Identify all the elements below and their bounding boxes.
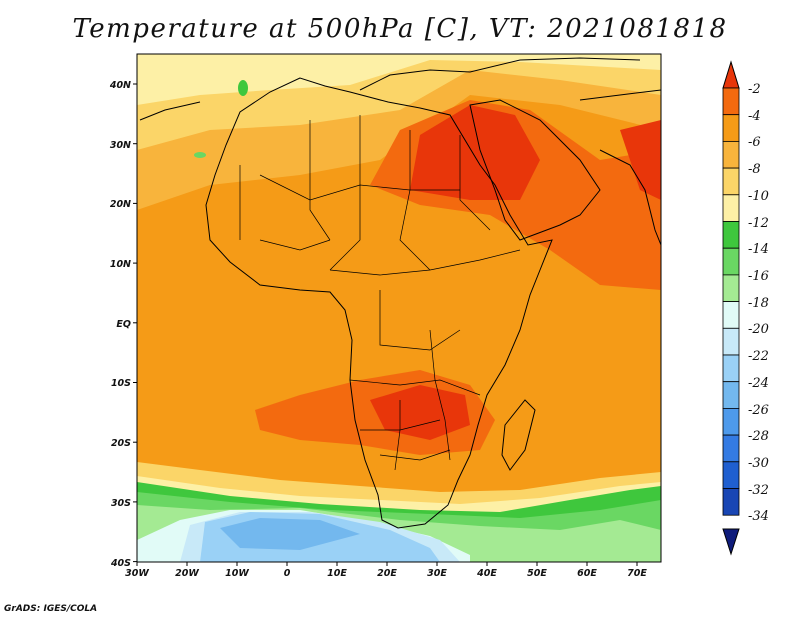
colorbar-segment bbox=[722, 221, 740, 249]
colorbar-segment bbox=[722, 381, 740, 409]
lon-tick-label: 40E bbox=[476, 568, 497, 579]
lat-tick-label: 10N bbox=[110, 259, 131, 270]
colorbar-label: -14 bbox=[748, 242, 769, 257]
lon-tick-label: 70E bbox=[627, 568, 647, 579]
colorbar-label: -16 bbox=[748, 269, 769, 284]
colorbar-label: -32 bbox=[748, 483, 769, 498]
lat-tick-label: 40S bbox=[110, 558, 131, 569]
colorbar-segment bbox=[722, 114, 740, 142]
lon-tick-label: 30E bbox=[427, 568, 447, 579]
shade-band-2-south bbox=[370, 385, 470, 440]
lon-tick-label: 30W bbox=[125, 568, 149, 579]
colorbar-label: -10 bbox=[748, 189, 769, 204]
colorbar-bottom-arrow bbox=[722, 528, 740, 556]
shade-spot-16-north bbox=[194, 152, 206, 158]
lat-tick-label: 40N bbox=[109, 80, 131, 91]
lon-tick-label: 50E bbox=[527, 568, 547, 579]
colorbar-segment bbox=[722, 194, 740, 222]
map-title: Temperature at 500hPa [C], VT: 202108181… bbox=[72, 14, 728, 44]
shade-band-2-india bbox=[620, 120, 661, 200]
coastline bbox=[139, 57, 661, 529]
country-borders bbox=[239, 115, 521, 471]
colorbar-label: -26 bbox=[748, 403, 769, 418]
lon-tick-label: 60E bbox=[577, 568, 597, 579]
colorbar-label: -20 bbox=[748, 322, 769, 337]
shade-band-26-south bbox=[220, 518, 360, 550]
lat-tick-label: EQ bbox=[116, 319, 131, 330]
shade-band-2-northeast bbox=[410, 105, 540, 200]
lon-tick-label: 10E bbox=[327, 568, 347, 579]
temperature-field bbox=[137, 54, 661, 562]
colorbar-label: -34 bbox=[748, 509, 769, 524]
colorbar-segment bbox=[722, 434, 740, 463]
colorbar-label: -6 bbox=[748, 135, 761, 150]
colorbar-segment bbox=[722, 327, 740, 356]
colorbar-label: -28 bbox=[748, 429, 769, 444]
shade-spot-14-north bbox=[238, 80, 248, 96]
lon-tick-label: 20W bbox=[175, 568, 199, 579]
colorbar-segment bbox=[722, 461, 740, 489]
colorbar-label: -8 bbox=[748, 162, 761, 177]
colorbar-segment bbox=[722, 407, 740, 436]
shade-band-12-north bbox=[137, 54, 661, 105]
tick-marks bbox=[133, 83, 638, 566]
lon-tick-label: 10W bbox=[225, 568, 249, 579]
colorbar-segment bbox=[722, 87, 740, 116]
lat-tick-label: 20N bbox=[110, 199, 131, 210]
lat-tick-label: 30S bbox=[111, 498, 131, 509]
colorbar-label: -30 bbox=[748, 456, 769, 471]
colorbar-segment bbox=[722, 167, 740, 196]
lat-tick-label: 20S bbox=[111, 438, 131, 449]
lon-tick-label: 0 bbox=[284, 568, 291, 579]
colorbar-top-arrow bbox=[722, 60, 740, 89]
colorbar-segment bbox=[722, 247, 740, 276]
colorbar: -2 -4 -6 -8 -10 -12 -14 -16 -18 -20 -22 … bbox=[722, 60, 769, 556]
map-frame bbox=[136, 53, 662, 563]
colorbar-segment bbox=[722, 354, 740, 383]
colorbar-label: -18 bbox=[748, 296, 769, 311]
colorbar-label: -4 bbox=[748, 109, 761, 124]
colorbar-segment bbox=[722, 274, 740, 302]
lat-tick-label: 30N bbox=[110, 140, 131, 151]
lat-tick-label: 10S bbox=[111, 378, 131, 389]
lon-tick-label: 20E bbox=[377, 568, 397, 579]
colorbar-segment bbox=[722, 140, 740, 169]
colorbar-label: -2 bbox=[748, 82, 761, 97]
colorbar-label: -24 bbox=[748, 376, 769, 391]
colorbar-label: -22 bbox=[748, 349, 769, 364]
colorbar-segment bbox=[722, 301, 740, 329]
credit-text: GrADS: IGES/COLA bbox=[4, 604, 98, 614]
colorbar-segment bbox=[722, 488, 740, 516]
colorbar-label: -12 bbox=[748, 216, 769, 231]
